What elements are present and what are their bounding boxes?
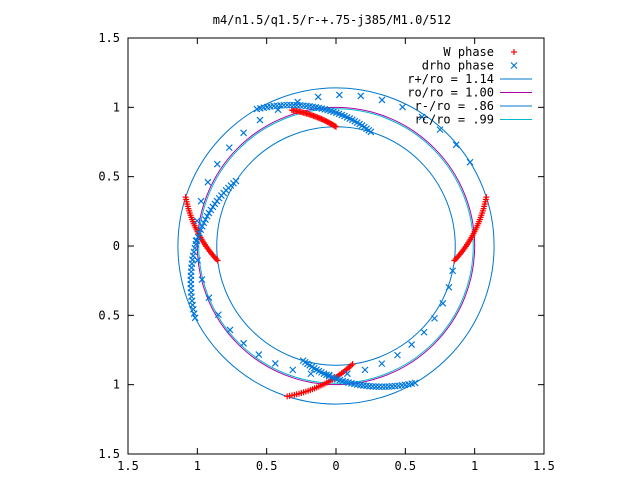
series-1-arc-1-point (197, 226, 205, 234)
x-tick-label: 0.5 (394, 459, 416, 473)
series-1-arc-1-point (202, 216, 209, 223)
series-1-arc-3-point (289, 366, 297, 374)
y-tick-label: 1.5 (98, 31, 120, 45)
legend-label-5: rc/ro = .99 (415, 113, 494, 127)
y-tick-label: 0.5 (98, 308, 120, 322)
x-tick-label: 1.5 (533, 459, 555, 473)
series-1-arc-3-point (335, 91, 343, 99)
series-1-arc-1-point (194, 233, 202, 241)
legend-label-4: r-/ro = .86 (415, 99, 494, 113)
series-1-arc-3-point (378, 96, 386, 104)
series-1-arc-3-point (307, 370, 315, 378)
legend-label-1: drho phase (422, 59, 494, 73)
series-1-arc-3-point (420, 328, 428, 336)
series-1-arc-3-point (240, 339, 247, 347)
chart-title: m4/n1.5/q1.5/r-+.75-j385/M1.0/512 (213, 13, 451, 27)
series-1-arc-1-point (209, 203, 217, 211)
series-1-arc-3-point (325, 371, 333, 379)
legend-marker-1 (510, 62, 518, 69)
y-tick-label: 1 (113, 100, 120, 114)
series-0-arc-0-point (333, 123, 339, 130)
legend-label-3: ro/ro = 1.00 (407, 86, 494, 100)
series-1-arc-1-point (207, 206, 215, 214)
series-1-arc-2-point (372, 383, 380, 391)
series-1-arc-3-point (431, 314, 438, 322)
x-tick-label: 1.5 (117, 459, 139, 473)
series-1-arc-3-point (205, 294, 213, 302)
series-1-arc-3-point (361, 366, 369, 374)
radius-circles (177, 87, 495, 405)
series-1-arc-3-point (194, 256, 202, 264)
series-1-arc-3-point (378, 360, 386, 368)
y-tick-label: 0.5 (98, 170, 120, 184)
series-1-arc-3-point (394, 351, 401, 359)
series-1-arc-1-point (191, 314, 199, 322)
series-1-arc-3-point (213, 160, 221, 168)
series-1-arc-3-point (255, 351, 263, 358)
legend-marker-0 (511, 49, 517, 55)
legend-label-0: W phase (443, 45, 494, 59)
series-1-arc-3-point (271, 360, 279, 367)
radius-circle-4 (216, 126, 456, 366)
series-1-arc-1-point (200, 219, 208, 227)
series-1-arc-3-point (439, 299, 447, 307)
y-axis-ticks: 1.5 1 0.5 0 0.5 1 1.5 (98, 31, 544, 461)
series-0-arc-2-point (182, 194, 189, 201)
series-1-arc-3-point (399, 103, 406, 111)
series-1-arc-1-point (203, 212, 211, 220)
series-1-arc-3-point (294, 98, 302, 106)
series-1-arc-3-point (204, 178, 212, 186)
radius-circle-5 (198, 108, 474, 384)
series-1-arc-2-point (411, 379, 419, 387)
series-1-arc-3-point (225, 144, 233, 152)
series-1-arc-3-point (226, 326, 234, 334)
series-1-arc-2-point (382, 383, 389, 391)
series-1-arc-3-point (256, 116, 264, 124)
series-1-arc-0-point (253, 105, 261, 113)
series-1-arc-0-point (286, 101, 294, 109)
series-1-arc-3-point (408, 341, 416, 349)
series-1-arc-3-point (193, 217, 201, 225)
series-1-arc-3-point (445, 283, 453, 291)
y-tick-label: 1 (113, 378, 120, 392)
series-1-arc-3-point (240, 129, 248, 137)
x-tick-label: 0 (332, 459, 339, 473)
x-tick-label: 0.5 (256, 459, 278, 473)
series-1-arc-3-point (314, 93, 322, 101)
series-1-arc-3-point (197, 197, 205, 205)
x-tick-label: 1 (471, 459, 478, 473)
series-1-arc-3-point (452, 141, 460, 149)
series-1-arc-3-point (192, 237, 200, 245)
series-1-arc-1-point (195, 229, 203, 237)
series-1-arc-3-point (274, 106, 282, 114)
series-1-arc-3-point (466, 158, 474, 166)
series-1-arc-3-point (357, 92, 365, 100)
series-1-arc-1-point (198, 222, 206, 230)
series-0-arc-3-point (284, 393, 291, 400)
series-1-arc-3-point (436, 126, 444, 134)
series-1-arc-3-point (198, 276, 206, 283)
series-1-arc-3-point (343, 370, 351, 378)
series-1-arc-2-point (375, 383, 383, 391)
y-tick-label: 1.5 (98, 447, 120, 461)
series-1-arc-3-point (214, 311, 222, 319)
series-1-arc-2-point (378, 383, 386, 391)
legend-label-2: r+/ro = 1.14 (407, 72, 494, 86)
series-1-arc-3-point (449, 267, 457, 275)
series-1-arc-1-point (205, 209, 213, 217)
x-tick-label: 1 (194, 459, 201, 473)
series-0-arc-3-point (349, 361, 356, 368)
x-axis-ticks: 1.5 1 0.5 0 0.5 1 1.5 (117, 38, 555, 473)
radius-circle-2 (177, 87, 495, 405)
series-0-arc-1-point (451, 257, 458, 264)
series-1-arc-3-point (418, 113, 426, 121)
series-0-arc-0-point (331, 123, 338, 130)
phase-points (182, 91, 490, 400)
y-tick-label: 0 (113, 239, 120, 253)
series-1-arc-1-point (211, 200, 219, 208)
